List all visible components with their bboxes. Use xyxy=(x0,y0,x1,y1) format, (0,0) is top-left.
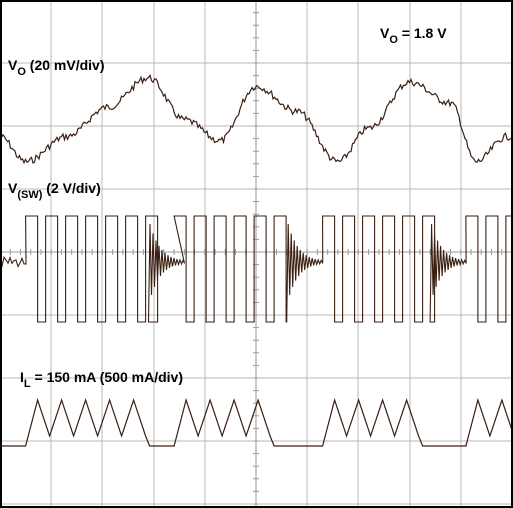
sw-trace xyxy=(0,215,513,323)
il-trace-label: IL = 150 mA (500 mA/div) xyxy=(20,369,183,390)
vo-trace xyxy=(0,74,513,165)
traces xyxy=(0,74,513,447)
il-trace xyxy=(0,397,513,447)
vo-trace-label: VO (20 mV/div) xyxy=(8,57,105,78)
sw-trace-label: V(SW) (2 V/div) xyxy=(8,180,101,201)
vo-setpoint-label: VO = 1.8 V xyxy=(380,25,447,46)
